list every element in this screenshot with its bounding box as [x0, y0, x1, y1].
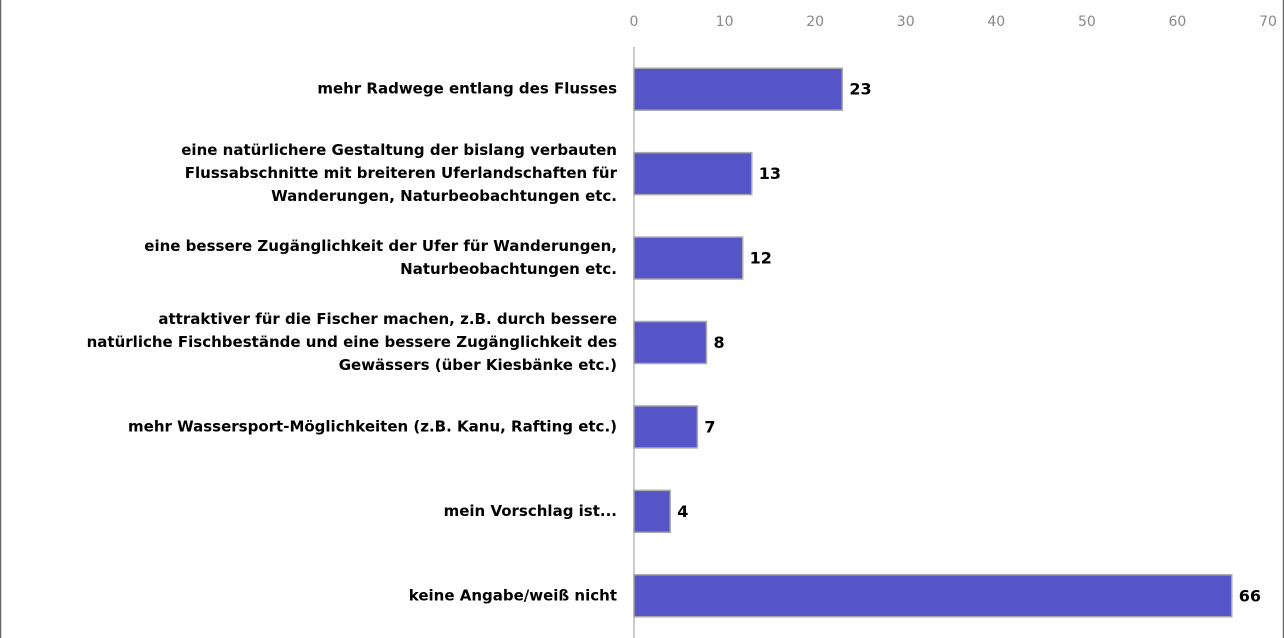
- bar: [633, 489, 671, 534]
- category-label: Wanderungen, Naturbeobachtungen etc.: [271, 187, 617, 205]
- data-label: 66: [1239, 586, 1261, 605]
- data-label: 8: [713, 333, 724, 352]
- x-tick-label: 70: [1259, 14, 1277, 30]
- category-label: Naturbeobachtungen etc.: [400, 260, 617, 278]
- category-label: attraktiver für die Fischer machen, z.B.…: [158, 310, 617, 328]
- data-label: 23: [849, 80, 871, 99]
- bar: [633, 236, 744, 280]
- category-label: eine bessere Zugänglichkeit der Ufer für…: [144, 237, 617, 255]
- data-label: 4: [677, 502, 688, 521]
- x-tick-label: 0: [630, 14, 639, 30]
- x-tick-label: 10: [716, 14, 734, 30]
- category-label: mehr Wassersport-Möglichkeiten (z.B. Kan…: [128, 417, 617, 435]
- category-label: Gewässers (über Kiesbänke etc.): [339, 356, 617, 374]
- x-tick-label: 20: [806, 14, 824, 30]
- x-tick-label: 50: [1078, 14, 1096, 30]
- category-label: eine natürlichere Gestaltung der bislang…: [181, 141, 617, 159]
- x-tick-label: 60: [1169, 14, 1187, 30]
- category-label: keine Angabe/weiß nicht: [409, 586, 617, 604]
- data-label: 7: [704, 417, 715, 436]
- bar: [633, 574, 1233, 618]
- x-tick-label: 30: [897, 14, 915, 30]
- category-label: natürliche Fischbestände und eine besser…: [87, 333, 617, 351]
- category-label: Flussabschnitte mit breiteren Uferlandsc…: [185, 164, 618, 182]
- bar: [633, 405, 699, 449]
- data-label: 13: [759, 164, 781, 183]
- category-label: mein Vorschlag ist...: [444, 502, 617, 520]
- data-label: 12: [750, 249, 772, 268]
- bar: [633, 320, 708, 365]
- x-tick-label: 40: [987, 14, 1005, 30]
- bar: [633, 67, 844, 111]
- bar: [633, 151, 753, 196]
- category-label: mehr Radwege entlang des Flusses: [317, 80, 617, 98]
